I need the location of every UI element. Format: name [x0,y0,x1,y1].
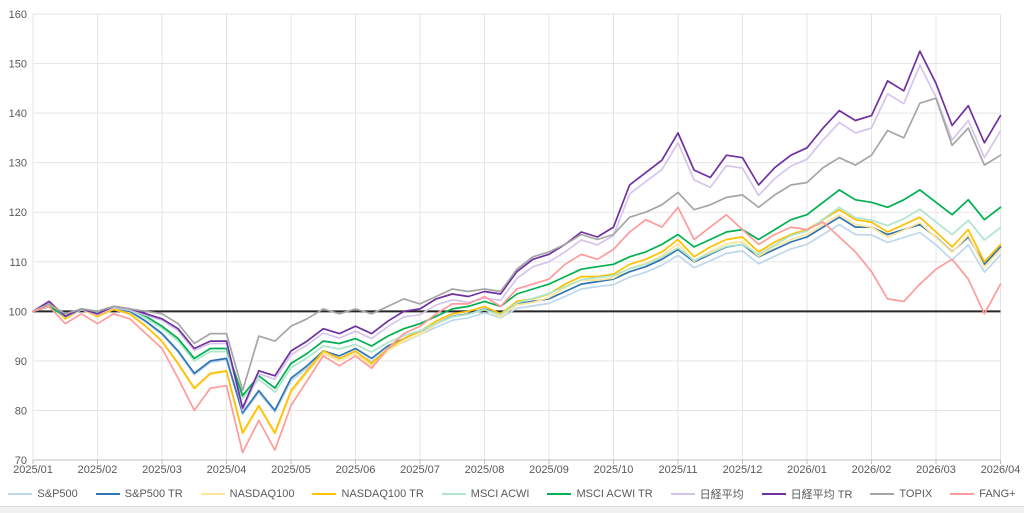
legend-swatch-topix [870,493,895,495]
series-line-sp500-tr [32,216,1002,414]
y-tick-label: 160 [9,9,27,21]
y-tick-label: 140 [9,108,27,120]
series-line-nasdaq100-tr [32,208,1002,434]
legend-swatch-nikkei225-tr [761,493,786,495]
x-tick-label: 2025/06 [336,464,376,476]
legend-item-msci-acwi-tr: MSCI ACWI TR [547,488,653,500]
x-tick-label: 2025/11 [659,464,698,476]
y-tick-label: 130 [9,158,27,170]
x-tick-label: 2026/01 [787,464,827,476]
legend-item-nasdaq100: NASDAQ100 [200,488,295,500]
y-tick-label: 80 [15,405,27,417]
legend-swatch-sp500 [8,493,33,495]
x-tick-label: 2025/05 [271,464,311,476]
x-tick-label: 2025/10 [594,464,634,476]
chart-canvas: 70 80 90 100 110 120 130 140 150 160 2025/01 2025/0… [9,9,1021,476]
x-tick-label: 2025/09 [529,464,569,476]
series-line-msci-acwi [32,206,1002,400]
legend-swatch-msci-acwi-tr [547,493,572,495]
series-line-topix [32,97,1002,392]
x-tick-label: 2025/04 [207,464,247,476]
x-tick-label: 2025/02 [78,464,118,476]
series-line-sp500 [32,223,1002,416]
legend-label-fang-plus: FANG+ [979,488,1016,500]
x-tick-label: 2026/04 [981,464,1021,476]
series-line-fang-plus [32,206,1002,454]
x-tick-label: 2025/08 [465,464,505,476]
legend-label-nasdaq100-tr: NASDAQ100 TR [341,488,424,500]
legend-swatch-fang-plus [950,493,975,495]
legend-label-sp500-tr: S&P500 TR [124,488,183,500]
legend-item-topix: TOPIX [870,488,932,500]
legend-item-msci-acwi: MSCI ACWI [441,488,530,500]
x-tick-label: 2026/03 [916,464,956,476]
legend-label-nikkei225-tr: 日経平均 TR [790,489,853,501]
legend-item-sp500-tr: S&P500 TR [95,488,183,500]
y-tick-label: 90 [15,356,27,368]
x-tick-label: 2025/01 [13,464,53,476]
legend-swatch-nikkei225 [670,493,695,495]
legend-label-topix: TOPIX [899,488,933,500]
x-tick-label: 2025/07 [400,464,440,476]
legend-label-nikkei225: 日経平均 [699,489,744,501]
legend-item-nasdaq100-tr: NASDAQ100 TR [312,488,424,500]
legend-swatch-sp500-tr [95,493,120,495]
legend-item-nikkei225-tr: 日経平均 TR [761,486,853,502]
legend-item-fang-plus: FANG+ [950,488,1016,500]
series-line-nasdaq100 [32,213,1002,436]
y-tick-label: 70 [15,455,27,467]
y-tick-label: 110 [9,257,27,269]
x-tick-label: 2026/02 [852,464,892,476]
y-tick-label: 120 [9,207,27,219]
legend-item-sp500: S&P500 [8,488,78,500]
chart-legend: S&P500 S&P500 TR NASDAQ100 NASDAQ100 TR MSCI… [0,483,1024,505]
y-tick-label: 100 [9,306,27,318]
series-line-nikkei225-tr [32,50,1002,409]
x-tick-label: 2025/03 [142,464,182,476]
legend-label-msci-acwi: MSCI ACWI [470,488,530,500]
legend-label-sp500: S&P500 [37,488,78,500]
legend-item-nikkei225: 日経平均 [670,486,744,502]
series-line-nikkei225 [32,64,1002,412]
series-line-msci-acwi-tr [32,189,1002,397]
legend-swatch-msci-acwi [441,493,466,495]
y-tick-label: 150 [9,59,27,71]
x-tick-label: 2025/12 [723,464,763,476]
legend-swatch-nasdaq100-tr [312,493,337,495]
legend-label-msci-acwi-tr: MSCI ACWI TR [576,488,653,500]
bottom-scroll-strip [0,506,1024,513]
legend-swatch-nasdaq100 [200,493,225,495]
legend-label-nasdaq100: NASDAQ100 [229,488,295,500]
